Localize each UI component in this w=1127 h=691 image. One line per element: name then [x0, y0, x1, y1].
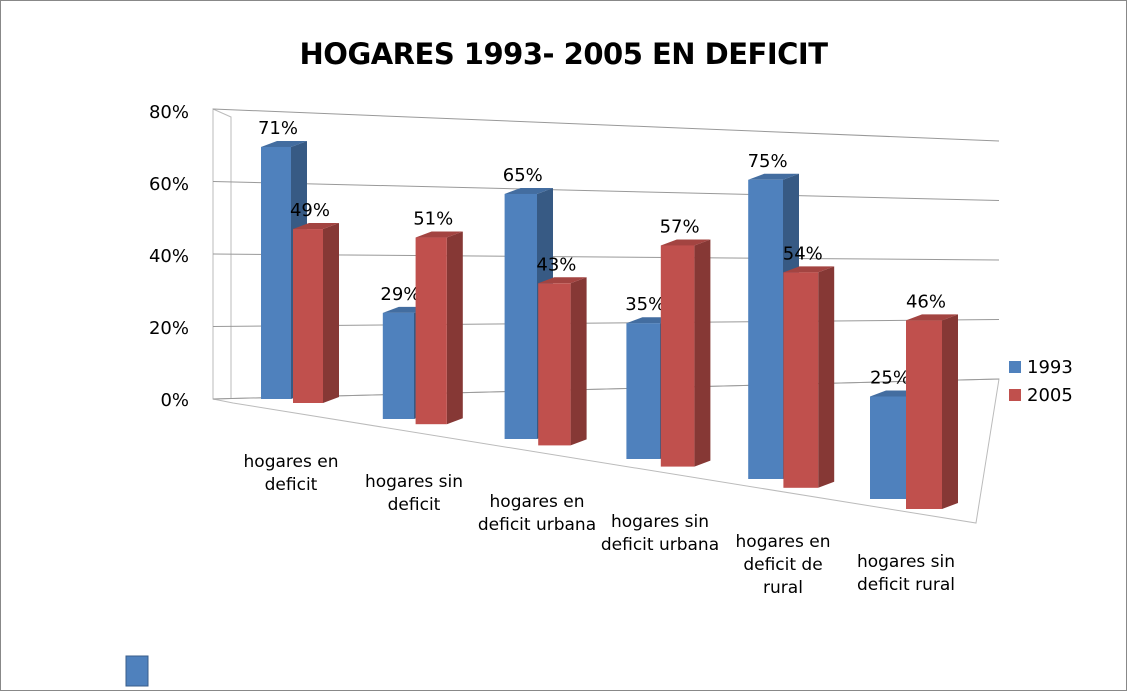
- grid-line: [212, 108, 1000, 142]
- grid-line: [212, 378, 1000, 400]
- legend-label: 2005: [1027, 385, 1073, 406]
- bar: [870, 396, 906, 499]
- bar-side: [818, 266, 835, 488]
- bar-top: [538, 277, 587, 284]
- bar: [626, 323, 660, 459]
- chart-title: HOGARES 1993- 2005 EN DEFICIT: [299, 37, 828, 71]
- bar-top: [293, 223, 339, 230]
- data-label: 43%: [536, 254, 576, 275]
- legend-label: 1993: [1027, 357, 1073, 378]
- x-tick-label: hogares en deficit urbana: [477, 492, 597, 535]
- data-label: 71%: [258, 118, 298, 139]
- bar: [783, 272, 819, 488]
- bar-top: [748, 173, 799, 180]
- bar-side: [323, 223, 339, 403]
- y-tick-label: 20%: [149, 318, 189, 339]
- x-tick-label: hogares en deficit de rural: [735, 532, 831, 598]
- bar: [906, 320, 942, 509]
- data-label: 46%: [906, 291, 946, 312]
- side-wall: [212, 108, 232, 402]
- x-tick-label: hogares sin deficit: [364, 472, 464, 515]
- bar-top: [660, 239, 711, 246]
- data-label: 49%: [290, 200, 330, 221]
- bar-side: [942, 314, 958, 509]
- legend-swatch: [1009, 389, 1021, 401]
- bar-side: [694, 239, 711, 467]
- data-label: 29%: [380, 284, 420, 305]
- bar: [382, 312, 414, 419]
- grid-line: [212, 319, 1000, 327]
- x-tick-label: hogares sin deficit rural: [856, 552, 956, 595]
- bar: [504, 193, 537, 439]
- data-label: 57%: [660, 216, 700, 237]
- data-label: 65%: [503, 165, 543, 186]
- bar-top: [261, 140, 307, 147]
- bar-top: [906, 314, 958, 321]
- y-tick-label: 80%: [149, 102, 189, 123]
- data-label: 35%: [625, 294, 665, 315]
- data-label: 54%: [783, 243, 823, 264]
- data-label: 51%: [413, 209, 453, 230]
- bar: [261, 146, 291, 399]
- bar-top: [415, 231, 463, 238]
- bar-top: [504, 187, 553, 194]
- data-label: 25%: [870, 368, 910, 389]
- bar: [748, 179, 783, 479]
- bar: [293, 229, 323, 403]
- bar: [660, 245, 695, 467]
- y-tick-label: 40%: [149, 246, 189, 267]
- bar-side: [570, 277, 587, 446]
- grid-line: [212, 253, 1000, 261]
- bar-top: [783, 266, 835, 273]
- bar: [415, 237, 447, 425]
- x-tick-label: hogares en deficit: [243, 452, 339, 495]
- grid-line: [212, 181, 1000, 201]
- decor-icon: [125, 655, 149, 687]
- bar-side: [446, 231, 463, 425]
- y-tick-label: 60%: [149, 174, 189, 195]
- legend-swatch: [1009, 361, 1021, 373]
- y-tick-label: 0%: [160, 390, 189, 411]
- x-tick-label: hogares sin deficit urbana: [600, 512, 720, 555]
- data-label: 75%: [748, 151, 788, 172]
- bar: [538, 283, 571, 446]
